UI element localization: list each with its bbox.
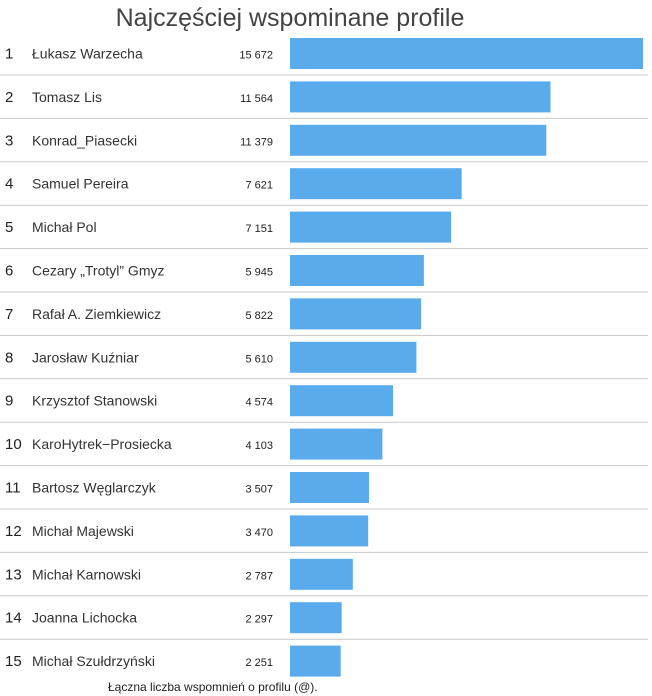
rank-label: 7 bbox=[5, 306, 13, 323]
profile-name-label: Łukasz Warzecha bbox=[32, 46, 143, 62]
rank-label: 8 bbox=[5, 349, 13, 366]
value-label: 15 672 bbox=[239, 50, 273, 62]
bar bbox=[290, 124, 547, 156]
rank-label: 5 bbox=[5, 219, 13, 236]
profile-name-label: Jarosław Kuźniar bbox=[32, 349, 139, 365]
bar bbox=[290, 602, 342, 634]
rank-label: 3 bbox=[5, 132, 13, 149]
bar bbox=[290, 645, 341, 677]
profile-name-label: Konrad_Piasecki bbox=[32, 132, 137, 148]
bar bbox=[290, 168, 462, 200]
profile-name-label: Bartosz Węglarczyk bbox=[32, 480, 157, 496]
bar bbox=[290, 472, 369, 503]
value-label: 7 621 bbox=[245, 180, 273, 192]
rank-label: 10 bbox=[5, 436, 22, 453]
profile-name-label: KaroHytrek−Prosiecka bbox=[32, 436, 172, 452]
bar bbox=[290, 38, 643, 69]
rank-label: 1 bbox=[5, 46, 13, 63]
bar bbox=[290, 211, 452, 243]
rank-label: 13 bbox=[5, 566, 22, 583]
profile-name-label: Michał Karnowski bbox=[32, 566, 141, 582]
value-label: 2 251 bbox=[245, 657, 273, 669]
profile-name-label: Krzysztof Stanowski bbox=[32, 393, 157, 409]
chart-title: Najczęściej wspominane profile bbox=[115, 4, 465, 32]
profile-name-label: Michał Majewski bbox=[32, 523, 134, 539]
bar bbox=[290, 428, 383, 460]
bar bbox=[290, 255, 424, 286]
bar bbox=[290, 298, 422, 330]
rank-label: 15 bbox=[5, 653, 22, 670]
rank-label: 12 bbox=[5, 523, 22, 540]
rank-label: 14 bbox=[5, 610, 22, 627]
rank-label: 9 bbox=[5, 393, 13, 410]
rank-label: 11 bbox=[5, 480, 21, 497]
value-label: 3 507 bbox=[245, 484, 273, 496]
rank-label: 2 bbox=[5, 89, 13, 106]
rank-label: 6 bbox=[5, 263, 13, 280]
value-label: 2 297 bbox=[245, 614, 273, 626]
bar bbox=[290, 81, 551, 113]
bar bbox=[290, 558, 353, 590]
rank-label: 4 bbox=[5, 176, 13, 193]
bar bbox=[290, 385, 393, 417]
profile-name-label: Tomasz Lis bbox=[32, 89, 102, 105]
profile-name-label: Rafał A. Ziemkiewicz bbox=[32, 306, 161, 322]
profile-name-label: Michał Pol bbox=[32, 219, 97, 235]
profile-name-label: Cezary „Trotyl” Gmyz bbox=[32, 263, 164, 279]
bar bbox=[290, 515, 369, 547]
bar bbox=[290, 341, 417, 373]
value-label: 4 574 bbox=[245, 397, 273, 409]
value-label: 7 151 bbox=[245, 223, 273, 235]
value-label: 11 564 bbox=[240, 93, 273, 105]
profile-name-label: Samuel Pereira bbox=[32, 176, 129, 192]
value-label: 4 103 bbox=[245, 440, 273, 452]
value-label: 11 379 bbox=[240, 136, 273, 148]
value-label: 5 610 bbox=[245, 353, 273, 365]
value-label: 2 787 bbox=[245, 570, 273, 582]
profile-name-label: Joanna Lichocka bbox=[32, 610, 137, 626]
chart-footnote: Łączna liczba wspomnień o profilu (@). bbox=[108, 680, 318, 694]
value-label: 5 945 bbox=[245, 267, 273, 279]
profile-name-label: Michał Szułdrzyński bbox=[32, 653, 155, 669]
value-label: 5 822 bbox=[245, 310, 273, 322]
value-label: 3 470 bbox=[245, 527, 273, 539]
